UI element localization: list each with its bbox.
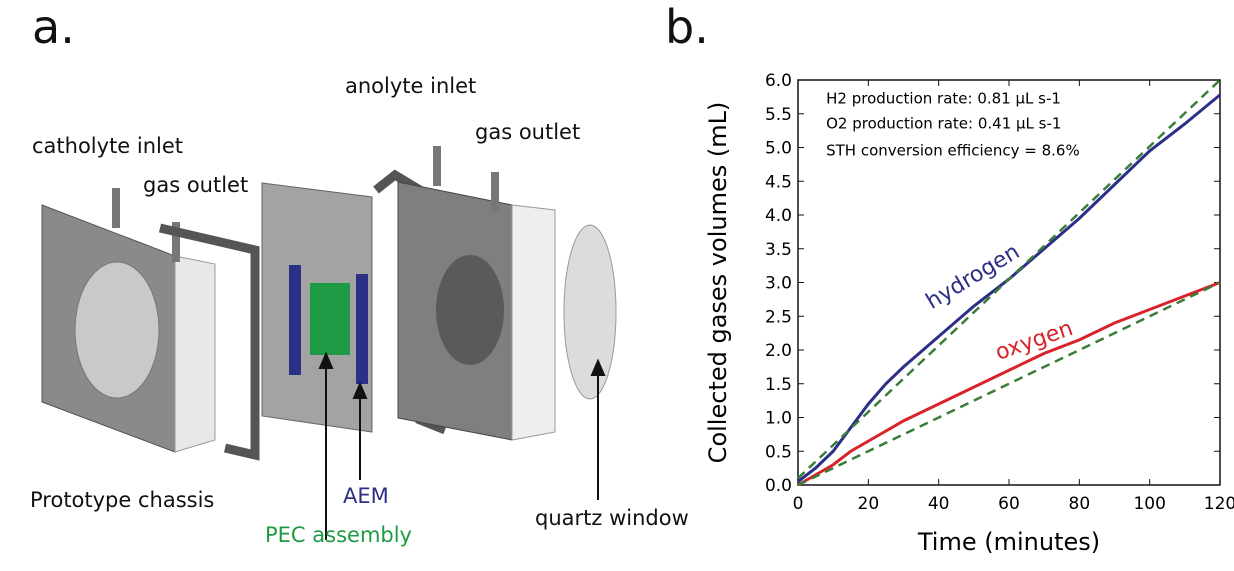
y-tick-label: 0.5	[765, 442, 792, 462]
series-line-oxygen	[797, 281, 1221, 487]
series-line-hydrogen	[797, 93, 1221, 483]
y-tick-label: 4.5	[765, 172, 792, 192]
annotation-sth: STH conversion efficiency = 8.6%	[826, 142, 1080, 160]
pec-assembly-cell	[310, 283, 350, 355]
anolyte-chamber	[397, 146, 556, 441]
left-gasket	[158, 223, 260, 461]
label-quartz-window: quartz window	[535, 506, 689, 530]
quartz-window	[563, 224, 617, 400]
x-tick-label: 120	[1204, 494, 1234, 514]
y-tick-label: 2.5	[765, 307, 792, 327]
x-tick-label: 0	[793, 494, 804, 514]
label-anolyte-inlet: anolyte inlet	[345, 74, 477, 98]
y-tick-label: 4.0	[765, 206, 792, 226]
x-tick-label: 80	[1069, 494, 1091, 514]
aem-strip-left	[289, 265, 301, 375]
x-axis-label: Time (minutes)	[917, 528, 1100, 556]
series-label-hydrogen: hydrogen	[922, 239, 1024, 314]
fit-line-2	[797, 79, 1221, 480]
y-tick-label: 1.5	[765, 375, 792, 395]
y-tick-label: 0.0	[765, 476, 792, 496]
x-tick-label: 60	[998, 494, 1020, 514]
panel-b-letter: b.	[665, 0, 709, 54]
y-tick-label: 2.0	[765, 341, 792, 361]
label-gas-outlet-right: gas outlet	[475, 120, 581, 144]
y-tick-label: 5.0	[765, 139, 792, 159]
y-tick-label: 1.0	[765, 409, 792, 429]
label-aem: AEM	[343, 484, 389, 508]
label-gas-outlet-left: gas outlet	[143, 173, 249, 197]
x-tick-label: 20	[858, 494, 880, 514]
exploded-cell-diagram	[41, 146, 617, 540]
pec-plate	[261, 182, 373, 433]
panel-a-letter: a.	[32, 0, 75, 54]
fit-line-3	[797, 281, 1221, 487]
aem-strip-right	[356, 274, 368, 384]
prototype-chassis-plate	[41, 188, 216, 453]
label-pec-assembly: PEC assembly	[265, 523, 412, 547]
label-prototype-chassis: Prototype chassis	[30, 488, 215, 512]
y-tick-label: 3.5	[765, 240, 792, 260]
y-tick-label: 6.0	[765, 71, 792, 91]
label-catholyte-inlet: catholyte inlet	[32, 134, 184, 158]
annotation-o2-rate: O2 production rate: 0.41 µL s-1	[826, 115, 1061, 133]
annotation-h2-rate: H2 production rate: 0.81 µL s-1	[826, 90, 1061, 108]
x-tick-label: 100	[1133, 494, 1165, 514]
y-tick-label: 5.5	[765, 105, 792, 125]
y-tick-label: 3.0	[765, 274, 792, 294]
y-axis-label: Collected gases volumes (mL)	[704, 102, 732, 464]
gas-volume-chart: 0.0 0.5 1.0 1.5 2.0 2.5 3.0 3.5 4.0 4.5 5.0 5.5 6.0 0…	[704, 71, 1234, 556]
x-tick-label: 40	[928, 494, 950, 514]
